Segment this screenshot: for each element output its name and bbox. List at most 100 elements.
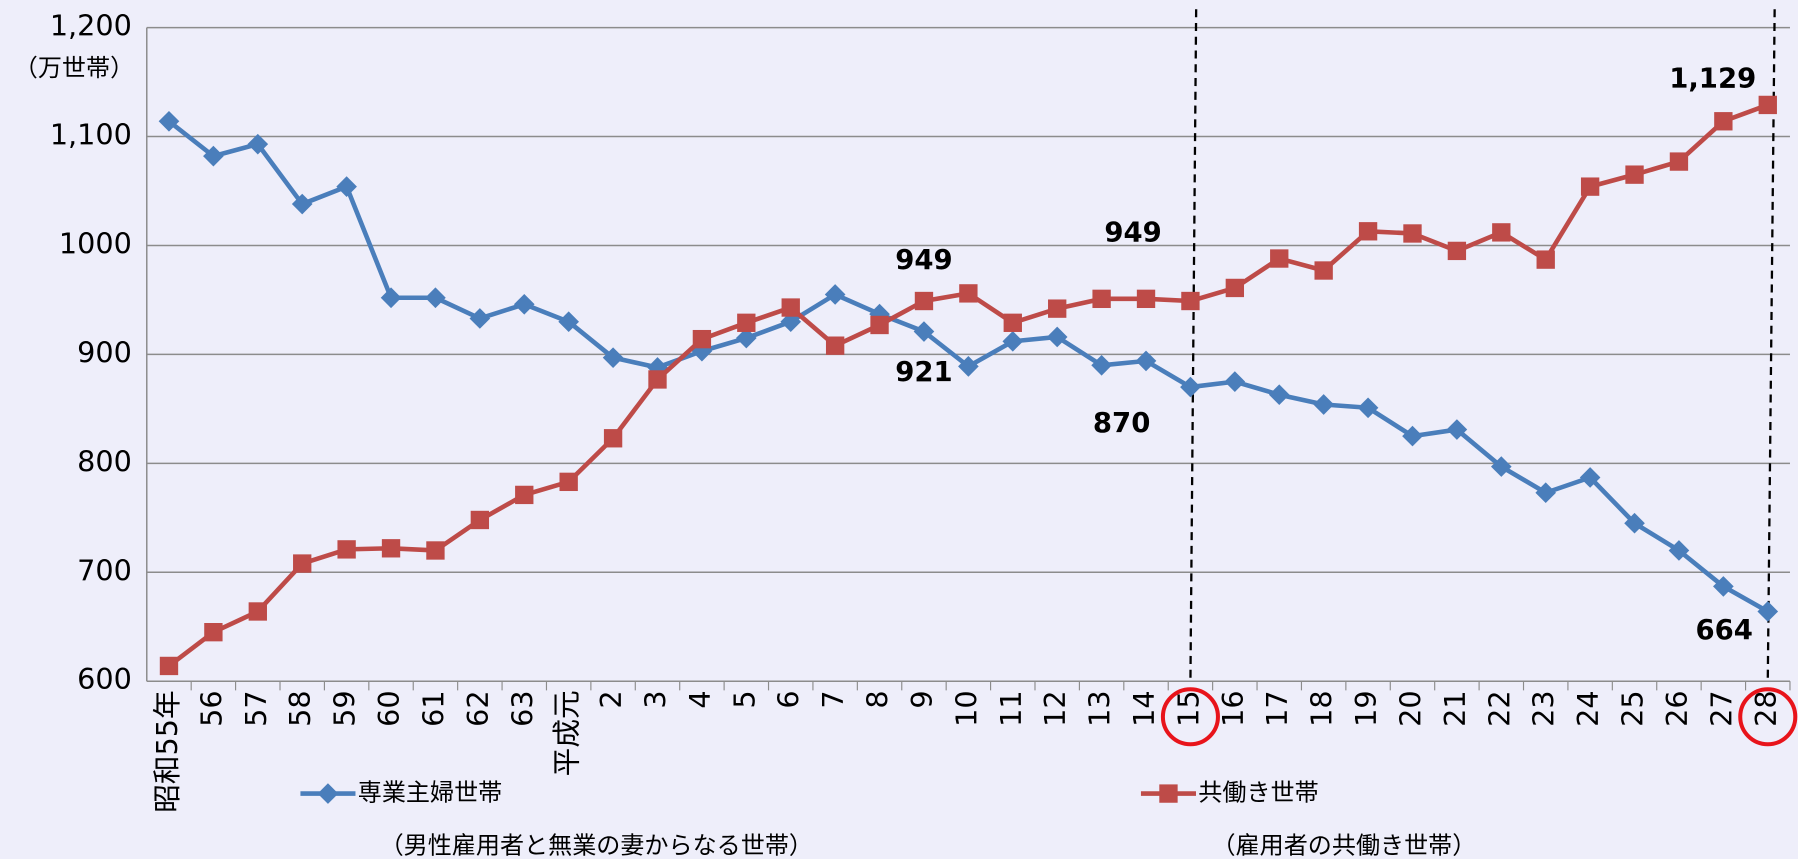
data-point — [1668, 540, 1690, 561]
data-point — [247, 133, 269, 155]
data-point — [1003, 313, 1022, 332]
y-tick-label: 1,200 — [50, 9, 132, 43]
data-point — [825, 336, 845, 355]
y-tick-label: 800 — [77, 444, 132, 478]
y-tick-label: 900 — [77, 335, 132, 369]
data-label: 921 — [895, 356, 952, 388]
x-tick-label: 平成元 — [550, 690, 584, 776]
data-point — [337, 540, 356, 559]
data-point — [824, 284, 846, 305]
y-tick-label: 1,100 — [50, 118, 132, 152]
x-tick-label: 62 — [461, 690, 495, 726]
x-tick-label: 58 — [283, 690, 317, 726]
data-point — [1580, 177, 1600, 196]
data-point — [1092, 289, 1111, 309]
data-point — [1758, 95, 1777, 115]
data-point — [870, 315, 889, 335]
data-label: 949 — [1104, 216, 1161, 248]
y-tick-label: 700 — [77, 553, 132, 587]
x-tick-label: 59 — [328, 690, 362, 726]
x-tick-label: 11 — [994, 690, 1028, 726]
x-tick-label: 20 — [1393, 690, 1427, 726]
x-tick-label: 60 — [372, 690, 406, 726]
data-point — [1403, 224, 1422, 243]
data-point — [559, 472, 578, 492]
x-tick-label: 57 — [239, 690, 273, 726]
data-point — [515, 485, 534, 505]
x-tick-label: 5 — [727, 690, 761, 708]
x-tick-label: 15 — [1171, 690, 1205, 726]
x-tick-label: 22 — [1482, 690, 1516, 726]
legend-label: 専業主婦世帯 — [358, 779, 502, 807]
y-tick-label: 1000 — [59, 226, 132, 260]
data-point — [1224, 371, 1246, 392]
legend-marker — [317, 783, 339, 804]
data-point — [736, 327, 757, 349]
x-tick-label: 21 — [1438, 690, 1472, 726]
x-tick-label: 6 — [772, 690, 806, 708]
x-tick-label: 3 — [638, 690, 672, 708]
data-point — [1091, 354, 1112, 376]
data-point — [381, 539, 401, 558]
data-point — [1669, 152, 1689, 171]
data-point — [959, 284, 978, 303]
data-point — [1447, 241, 1467, 261]
data-point — [291, 193, 313, 215]
data-point — [204, 623, 223, 642]
data-point — [1535, 482, 1557, 504]
data-point — [336, 176, 357, 197]
x-tick-label: 17 — [1260, 690, 1294, 726]
data-point — [426, 541, 445, 560]
data-point — [1270, 249, 1289, 268]
x-tick-label: 23 — [1527, 690, 1561, 726]
legend-label: 共働き世帯 — [1198, 779, 1318, 807]
data-point — [1536, 250, 1555, 269]
data-point — [1135, 350, 1157, 372]
data-point — [914, 291, 934, 311]
data-point — [380, 287, 402, 309]
x-tick-label: 61 — [416, 690, 450, 726]
x-tick-label: 7 — [816, 690, 850, 708]
data-point — [1492, 223, 1511, 242]
x-tick-label: 13 — [1083, 690, 1117, 726]
data-label: 1,129 — [1669, 63, 1756, 95]
legend-note: （男性雇用者と無業の妻からなる世帯） — [380, 831, 813, 859]
data-point — [470, 510, 490, 530]
data-point — [203, 145, 224, 167]
data-point — [1225, 278, 1245, 298]
x-tick-label: 25 — [1616, 690, 1650, 726]
data-point — [958, 356, 979, 377]
data-point — [469, 308, 491, 329]
data-point — [1181, 291, 1200, 311]
x-tick-label: 16 — [1216, 690, 1250, 726]
x-tick-label: 4 — [683, 690, 717, 708]
x-tick-label: 24 — [1571, 690, 1605, 726]
data-point — [737, 313, 756, 332]
data-point — [1002, 330, 1024, 352]
x-tick-label: 26 — [1660, 690, 1694, 726]
x-tick-label: 27 — [1704, 690, 1738, 726]
data-point — [513, 293, 535, 315]
data-point — [425, 287, 446, 309]
data-point — [248, 602, 267, 621]
data-point — [1136, 289, 1156, 309]
data-point — [1313, 394, 1334, 415]
x-tick-label: 10 — [949, 690, 983, 726]
data-point — [1714, 112, 1733, 131]
x-tick-label: 18 — [1305, 690, 1339, 726]
data-point — [1490, 456, 1512, 477]
data-point — [1048, 299, 1067, 318]
data-label: 664 — [1695, 614, 1752, 646]
legend-marker — [1159, 784, 1178, 803]
series-line — [167, 102, 1769, 668]
data-point — [1358, 222, 1378, 241]
data-label: 870 — [1093, 407, 1150, 439]
x-tick-label: 2 — [594, 690, 628, 708]
data-point — [1402, 425, 1423, 447]
x-tick-label: 63 — [505, 690, 539, 726]
reference-line — [1766, 9, 1776, 682]
highlight-circle — [1160, 687, 1220, 747]
data-point — [293, 554, 312, 573]
